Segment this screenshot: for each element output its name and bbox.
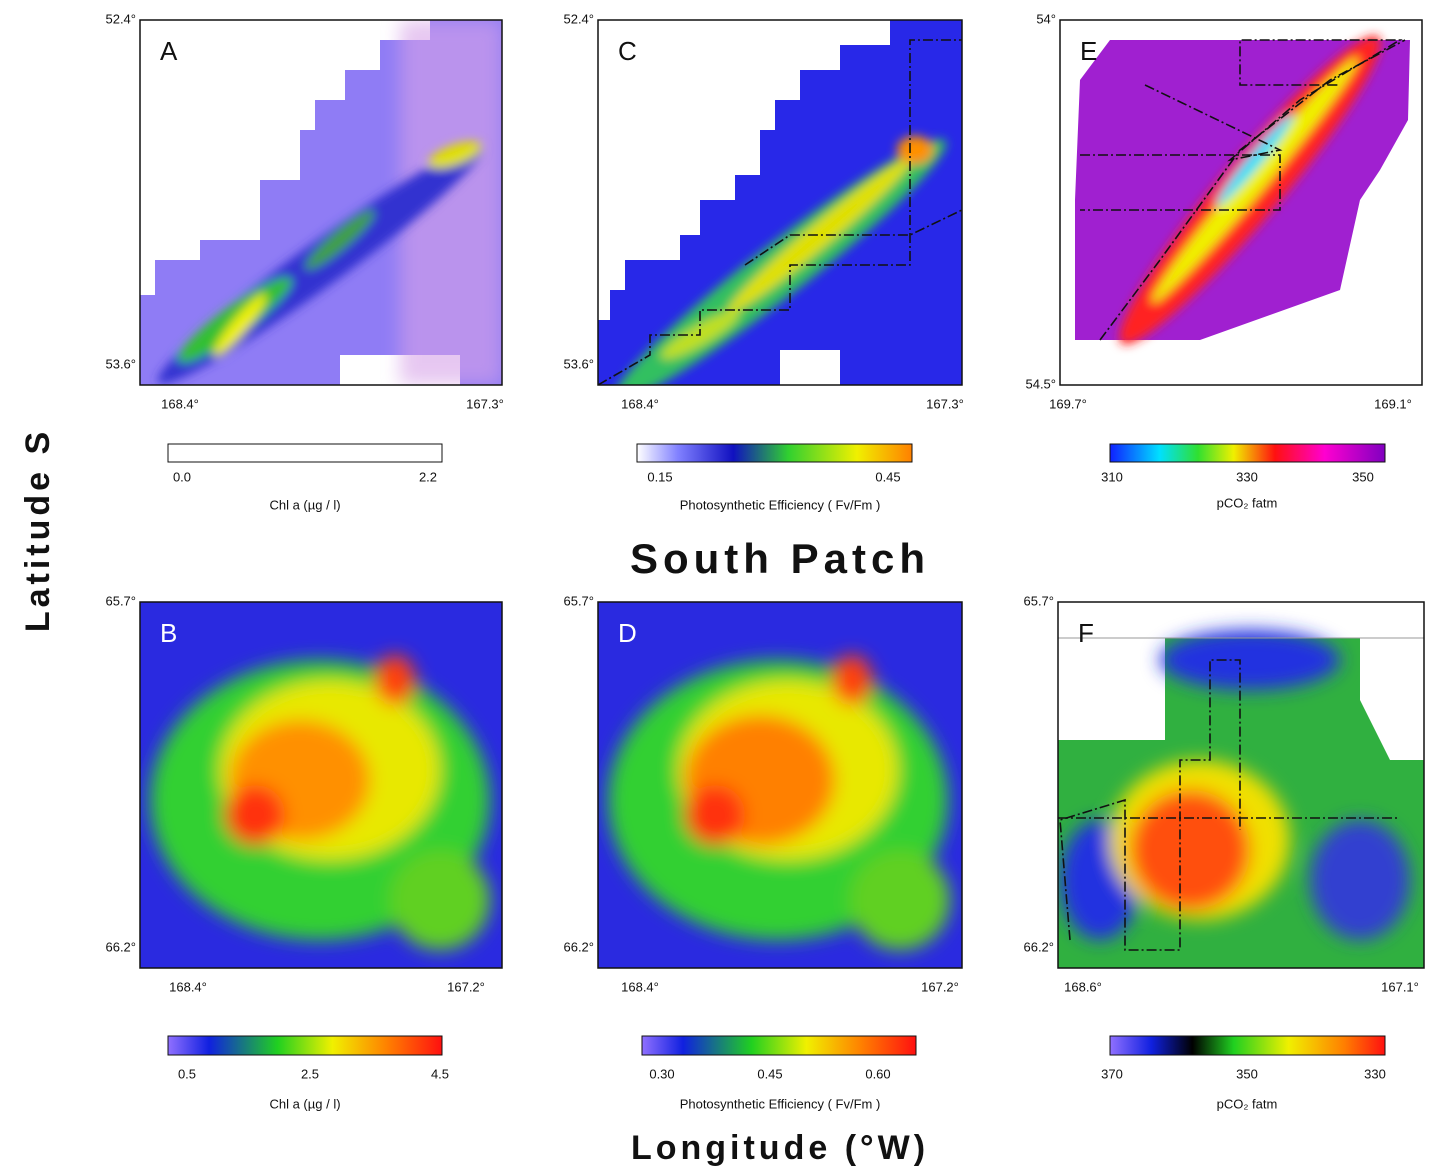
colorbar-tick-label: 0.45 [757,1066,782,1081]
colorbar [636,443,913,463]
colorbar [167,1035,443,1056]
lat-label: 53.6° [563,356,594,371]
lat-label: 66.2° [1023,939,1054,954]
colorbar-tick-label: 0.60 [865,1066,890,1081]
lon-label: 167.3° [466,396,504,411]
lon-label: 168.4° [161,396,199,411]
x-axis-label: Longitude (°W) [631,1129,929,1167]
colorbar-label: Photosynthetic Efficiency ( Fv/Fm ) [680,497,881,512]
colorbar-label: pCO₂ fatm [1217,495,1278,510]
lon-label: 167.2° [447,979,485,994]
colorbar [167,443,443,463]
map-e [1075,35,1410,345]
panel-letter: D [618,618,637,648]
colorbar-tick-label: 0.15 [647,469,672,484]
colorbar-tick-label: 0.30 [649,1066,674,1081]
colorbar-label: Chl a (µg / l) [269,497,340,512]
lat-label: 66.2° [105,939,136,954]
panel-letter: E [1080,36,1097,66]
lat-label: 54.5° [1025,376,1056,391]
panel-letter: A [160,36,178,66]
map-b [140,602,502,968]
colorbar-tick-label: 0.45 [875,469,900,484]
colorbar-tick-label: 350 [1352,469,1374,484]
colorbar-label: pCO₂ fatm [1217,1096,1278,1111]
y-axis-label: Latitude S [19,428,57,632]
lat-label: 65.7° [1023,593,1054,608]
colorbar [1109,443,1386,463]
frame [1057,601,1425,969]
lat-label: 54° [1036,11,1056,26]
colorbar [1109,1035,1386,1056]
frame [1059,19,1423,386]
frame [139,19,503,386]
colorbar-tick-label: 370 [1101,1066,1123,1081]
colorbar-tick-label: 2.2 [419,469,437,484]
colorbar-tick-label: 330 [1364,1066,1386,1081]
colorbar-tick-label: 0.5 [178,1066,196,1081]
colorbar-tick-label: 350 [1236,1066,1258,1081]
lon-label: 169.7° [1049,396,1087,411]
lat-label: 52.4° [105,11,136,26]
panel-letter: B [160,618,177,648]
lon-label: 169.1° [1374,396,1412,411]
colorbar-tick-label: 330 [1236,469,1258,484]
lat-label: 66.2° [563,939,594,954]
lon-label: 168.4° [621,979,659,994]
lat-label: 65.7° [563,593,594,608]
colorbar-tick-label: 4.5 [431,1066,449,1081]
colorbar [641,1035,917,1056]
colorbar-label: Photosynthetic Efficiency ( Fv/Fm ) [680,1096,881,1111]
lon-label: 168.4° [169,979,207,994]
map-a [140,20,502,385]
frame [597,601,963,969]
lon-label: 167.2° [921,979,959,994]
frame [597,19,963,386]
lat-label: 65.7° [105,593,136,608]
panel-letter: C [618,36,637,66]
lon-label: 168.6° [1064,979,1102,994]
colorbar-tick-label: 310 [1101,469,1123,484]
colorbar-label: Chl a (µg / l) [269,1096,340,1111]
lon-label: 167.3° [926,396,964,411]
colorbar-tick-label: 2.5 [301,1066,319,1081]
map-f [1058,630,1424,968]
lon-label: 168.4° [621,396,659,411]
map-d [598,602,962,968]
map-c [598,20,962,385]
frame [139,601,503,969]
lat-label: 53.6° [105,356,136,371]
lon-label: 167.1° [1381,979,1419,994]
panel-letter: F [1078,618,1094,648]
title: South Patch [630,535,930,582]
lat-label: 52.4° [563,11,594,26]
colorbar-tick-label: 0.0 [173,469,191,484]
